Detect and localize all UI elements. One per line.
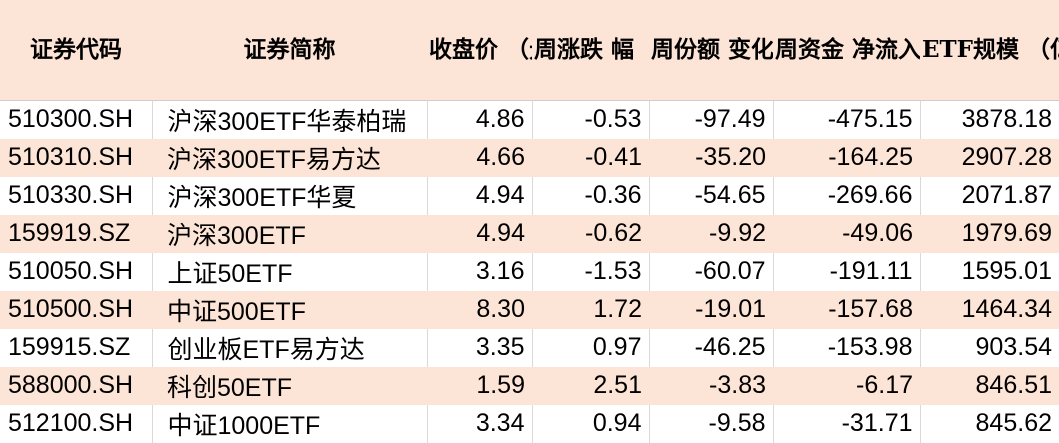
cell-week-chg: -0.53 bbox=[531, 100, 649, 139]
cell-aum: 3878.18 bbox=[919, 100, 1059, 139]
cell-code: 510310.SH bbox=[8, 143, 134, 171]
cell-close: 4.94 bbox=[476, 219, 525, 247]
cell-share-chg: -46.25 bbox=[648, 328, 773, 367]
cell-net-inflow: -157.68 bbox=[828, 295, 913, 323]
cell-net-inflow: -475.15 bbox=[772, 100, 920, 139]
cell-aum: 845.62 bbox=[919, 404, 1059, 443]
cell-net-inflow: -6.17 bbox=[856, 371, 913, 399]
cell-name: 中证500ETF bbox=[167, 297, 306, 326]
cell-close: 1.59 bbox=[476, 371, 525, 399]
cell-week-chg: 0.97 bbox=[531, 328, 649, 367]
cell-week-chg: -1.53 bbox=[531, 252, 649, 291]
table-row: 159919.SZ 沪深300ETF 4.94 -0.62 -9.92 -49.… bbox=[0, 214, 1059, 253]
cell-week-chg: 0.94 bbox=[531, 404, 649, 443]
cell-name: 上证50ETF bbox=[151, 252, 427, 291]
cell-share-chg: -9.58 bbox=[648, 404, 773, 443]
cell-week-chg: 2.51 bbox=[593, 371, 642, 399]
column-header-net-inflow: 周资金 净流入额 （亿元） bbox=[773, 0, 920, 101]
table-row: 159915.SZ 创业板ETF易方达 3.35 0.97 -46.25 -15… bbox=[0, 328, 1059, 367]
column-header-share-chg: 周份额 变化 （亿份） bbox=[649, 0, 773, 101]
cell-aum: 2907.28 bbox=[961, 143, 1052, 171]
cell-code: 510050.SH bbox=[8, 257, 134, 285]
cell-net-inflow: -269.66 bbox=[772, 176, 920, 215]
cell-name: 沪深300ETF bbox=[167, 221, 306, 250]
cell-net-inflow: -153.98 bbox=[772, 328, 920, 367]
cell-close: 4.94 bbox=[426, 176, 532, 215]
cell-share-chg: -35.20 bbox=[695, 143, 766, 171]
cell-name: 创业板ETF易方达 bbox=[151, 328, 427, 367]
table-row: 588000.SH 科创50ETF 1.59 2.51 -3.83 -6.17 … bbox=[0, 366, 1059, 405]
cell-name: 中证1000ETF bbox=[151, 404, 427, 443]
cell-close: 4.66 bbox=[476, 143, 525, 171]
cell-share-chg: -19.01 bbox=[695, 295, 766, 323]
table-row: 512100.SH 中证1000ETF 3.34 0.94 -9.58 -31.… bbox=[0, 404, 1059, 443]
table-row: 510310.SH 沪深300ETF易方达 4.66 -0.41 -35.20 … bbox=[0, 138, 1059, 177]
cell-week-chg: 1.72 bbox=[593, 295, 642, 323]
cell-code: 512100.SH bbox=[8, 409, 134, 437]
cell-share-chg: -3.83 bbox=[709, 371, 766, 399]
cell-code: 159915.SZ bbox=[8, 333, 131, 361]
cell-close: 4.86 bbox=[426, 100, 532, 139]
cell-name: 沪深300ETF华泰柏瑞 bbox=[151, 100, 427, 139]
cell-week-chg: -0.62 bbox=[585, 219, 642, 247]
cell-name: 科创50ETF bbox=[167, 373, 293, 402]
cell-aum: 903.54 bbox=[919, 328, 1059, 367]
cell-code: 510300.SH bbox=[8, 105, 134, 133]
cell-week-chg: -0.41 bbox=[585, 143, 642, 171]
column-header-close: 收盘价 （元） bbox=[427, 0, 532, 101]
cell-share-chg: -9.92 bbox=[709, 219, 766, 247]
table-body: 510300.SH 沪深300ETF华泰柏瑞 4.86 -0.53 -97.49… bbox=[0, 100, 1059, 443]
cell-name: 沪深300ETF易方达 bbox=[167, 145, 381, 174]
cell-aum: 846.51 bbox=[975, 371, 1052, 399]
table-header: 证券代码 证券简称 收盘价 （元） 周涨跌 幅（%） 周份额 变化 （亿份） 周… bbox=[0, 0, 1059, 101]
cell-aum: 1595.01 bbox=[919, 252, 1059, 291]
column-header-code: 证券代码 bbox=[0, 0, 152, 101]
cell-share-chg: -54.65 bbox=[648, 176, 773, 215]
cell-share-chg: -60.07 bbox=[648, 252, 773, 291]
column-header-name: 证券简称 bbox=[152, 0, 427, 101]
cell-code: 510500.SH bbox=[8, 295, 134, 323]
table-row: 510330.SH 沪深300ETF华夏 4.94 -0.36 -54.65 -… bbox=[0, 176, 1059, 215]
cell-code: 159919.SZ bbox=[8, 219, 131, 247]
cell-code: 588000.SH bbox=[8, 371, 134, 399]
cell-close: 8.30 bbox=[476, 295, 525, 323]
cell-net-inflow: -49.06 bbox=[842, 219, 913, 247]
header-row: 证券代码 证券简称 收盘价 （元） 周涨跌 幅（%） 周份额 变化 （亿份） 周… bbox=[0, 0, 1059, 101]
table-row: 510050.SH 上证50ETF 3.16 -1.53 -60.07 -191… bbox=[0, 252, 1059, 291]
column-header-week-chg: 周涨跌 幅（%） bbox=[532, 0, 649, 101]
cell-share-chg: -97.49 bbox=[648, 100, 773, 139]
cell-aum: 1979.69 bbox=[961, 219, 1052, 247]
cell-net-inflow: -164.25 bbox=[828, 143, 913, 171]
cell-name: 沪深300ETF华夏 bbox=[151, 176, 427, 215]
cell-close: 3.34 bbox=[426, 404, 532, 443]
cell-aum: 1464.34 bbox=[961, 295, 1052, 323]
cell-close: 3.16 bbox=[426, 252, 532, 291]
cell-aum: 2071.87 bbox=[919, 176, 1059, 215]
cell-net-inflow: -31.71 bbox=[772, 404, 920, 443]
cell-net-inflow: -191.11 bbox=[772, 252, 920, 291]
column-header-aum: ETF规模 （亿元） bbox=[920, 0, 1059, 101]
cell-close: 3.35 bbox=[426, 328, 532, 367]
cell-week-chg: -0.36 bbox=[531, 176, 649, 215]
cell-code: 510330.SH bbox=[8, 181, 134, 209]
table-row: 510500.SH 中证500ETF 8.30 1.72 -19.01 -157… bbox=[0, 290, 1059, 329]
table-row: 510300.SH 沪深300ETF华泰柏瑞 4.86 -0.53 -97.49… bbox=[0, 100, 1059, 139]
